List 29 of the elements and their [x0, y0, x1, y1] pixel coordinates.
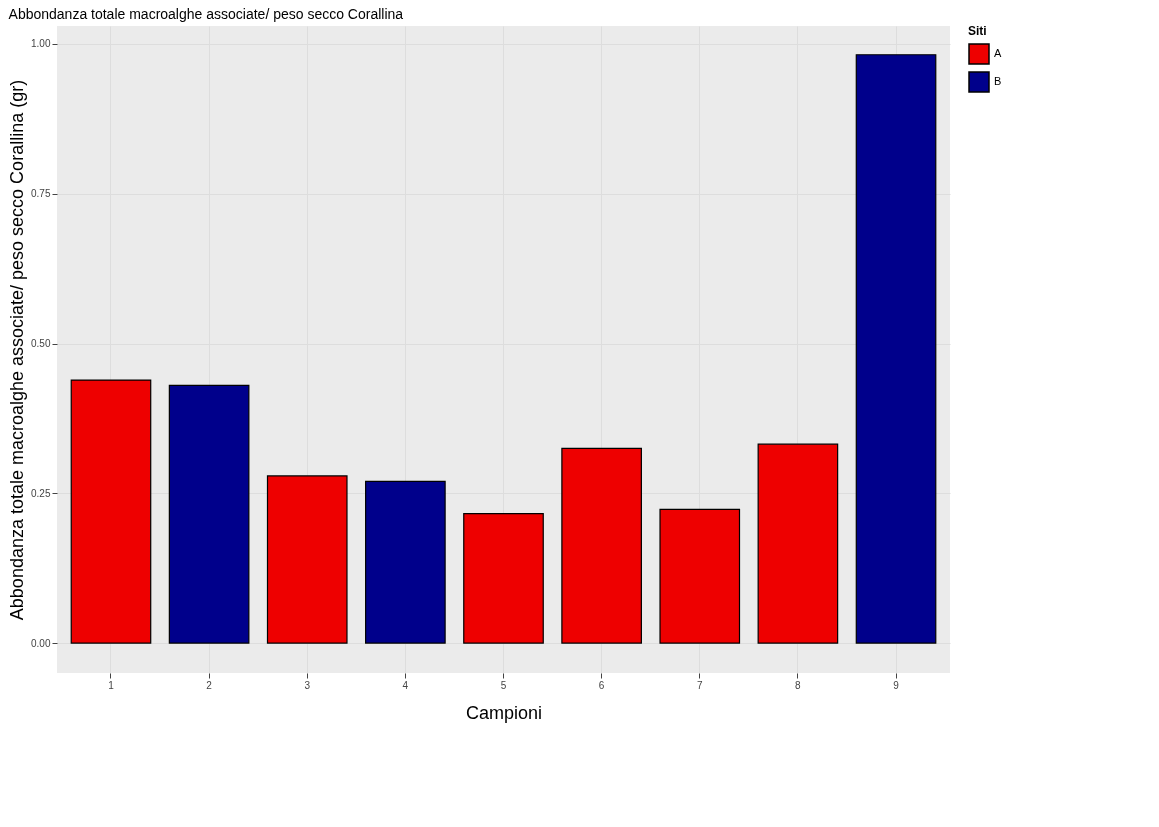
bar: [365, 480, 446, 644]
x-tick-label: 7: [696, 679, 703, 691]
y-tick-label: 0.00: [31, 637, 51, 649]
x-tick-label: 1: [108, 679, 115, 691]
bar: [168, 384, 250, 644]
x-tick-label: 4: [402, 679, 409, 691]
legend-label: B: [994, 75, 1002, 87]
y-tick-label: 0.25: [31, 487, 51, 499]
x-tick-label: 8: [795, 679, 802, 691]
chart-title: Abbondanza totale macroalghe associate/ peso secco Corallina: [8, 6, 404, 22]
legend-title: Siti: [968, 24, 987, 38]
y-tick-label: 0.50: [31, 338, 51, 350]
bar: [561, 447, 642, 644]
y-tick-label: 0.75: [31, 188, 51, 200]
x-tick-label: 3: [304, 679, 311, 691]
x-tick-label: 5: [500, 679, 507, 691]
bar: [463, 513, 544, 644]
bar: [757, 443, 839, 644]
x-tick-label: 2: [206, 679, 213, 691]
x-tick-label: 6: [598, 679, 605, 691]
bar: [70, 379, 152, 644]
x-tick-label: 9: [893, 679, 900, 691]
bar: [855, 54, 937, 644]
legend-label: A: [994, 47, 1002, 59]
x-axis-title: Campioni: [465, 702, 543, 723]
y-axis-title: Abbondanza totale macroalghe associate/ peso secco Corallina (gr): [7, 79, 28, 621]
bar: [659, 508, 741, 644]
bar: [266, 475, 348, 644]
y-tick-label: 1.00: [31, 38, 51, 50]
